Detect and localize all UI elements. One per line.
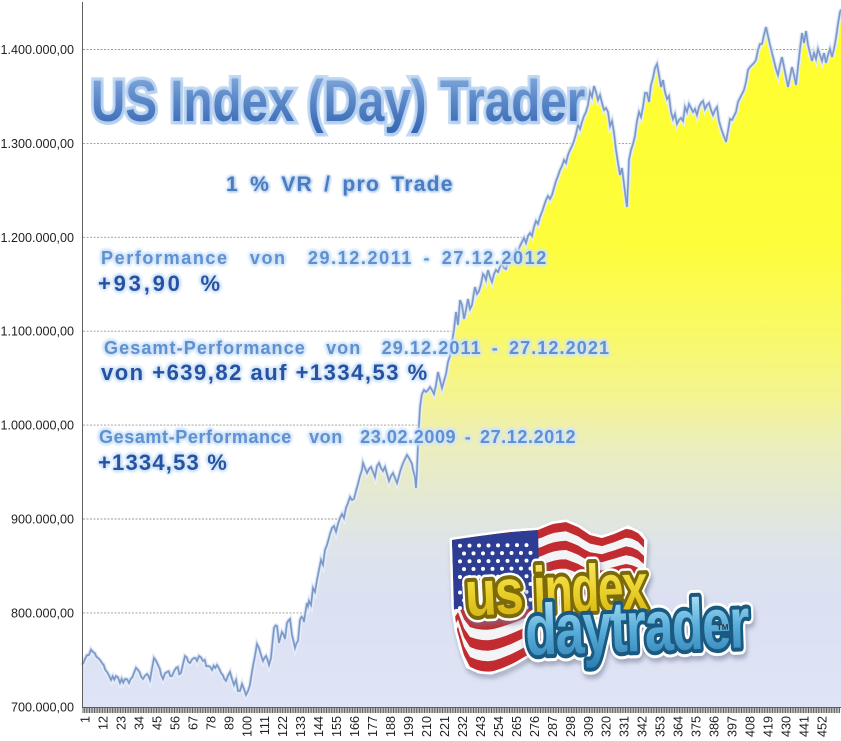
svg-text:287: 287 — [546, 716, 560, 737]
svg-text:78: 78 — [204, 716, 218, 730]
svg-text:155: 155 — [330, 716, 344, 737]
svg-text:353: 353 — [654, 716, 668, 737]
svg-text:166: 166 — [348, 716, 362, 737]
svg-text:243: 243 — [474, 716, 488, 737]
svg-text:430: 430 — [780, 716, 794, 737]
svg-text:us: us — [463, 555, 524, 630]
svg-text:254: 254 — [492, 716, 506, 737]
svg-text:133: 133 — [294, 716, 308, 737]
svg-text:122: 122 — [276, 716, 290, 737]
svg-text:111: 111 — [258, 716, 272, 735]
svg-text:1.400.000,00: 1.400.000,00 — [0, 43, 74, 57]
svg-text:daytrader: daytrader — [524, 583, 750, 671]
svg-text:144: 144 — [312, 716, 326, 737]
svg-text:1.200.000,00: 1.200.000,00 — [0, 231, 74, 245]
svg-text:100: 100 — [240, 716, 254, 737]
svg-text:298: 298 — [564, 716, 578, 737]
svg-text:daytrader: daytrader — [524, 583, 750, 671]
svg-text:us: us — [463, 555, 524, 630]
svg-text:199: 199 — [402, 716, 416, 737]
svg-text:342: 342 — [636, 716, 650, 737]
svg-text:TM: TM — [717, 623, 729, 632]
svg-text:1.300.000,00: 1.300.000,00 — [0, 137, 74, 151]
svg-text:56: 56 — [168, 716, 182, 730]
svg-text:1.100.000,00: 1.100.000,00 — [0, 325, 74, 339]
svg-text:1.000.000,00: 1.000.000,00 — [0, 419, 74, 433]
svg-text:276: 276 — [528, 716, 542, 737]
svg-text:210: 210 — [420, 716, 434, 737]
svg-text:221: 221 — [438, 716, 452, 737]
svg-text:177: 177 — [366, 716, 380, 737]
svg-text:265: 265 — [510, 716, 524, 737]
svg-text:452: 452 — [815, 716, 829, 737]
svg-text:89: 89 — [222, 716, 236, 730]
svg-text:309: 309 — [582, 716, 596, 737]
svg-text:331: 331 — [618, 716, 632, 737]
svg-text:1: 1 — [79, 716, 93, 723]
svg-text:364: 364 — [672, 716, 686, 737]
svg-text:index: index — [532, 549, 649, 627]
svg-text:12: 12 — [97, 716, 111, 730]
svg-text:188: 188 — [384, 716, 398, 737]
svg-text:700.000,00: 700.000,00 — [11, 701, 74, 715]
svg-text:45: 45 — [150, 716, 164, 730]
svg-text:800.000,00: 800.000,00 — [11, 606, 74, 620]
svg-text:67: 67 — [186, 716, 200, 730]
svg-text:419: 419 — [762, 716, 776, 737]
svg-text:375: 375 — [690, 716, 704, 737]
svg-text:900.000,00: 900.000,00 — [11, 513, 74, 527]
svg-text:34: 34 — [132, 716, 146, 730]
svg-text:232: 232 — [456, 716, 470, 737]
svg-text:386: 386 — [708, 716, 722, 737]
svg-text:23: 23 — [114, 716, 128, 730]
svg-text:441: 441 — [798, 716, 812, 737]
svg-text:index: index — [532, 549, 649, 627]
svg-text:320: 320 — [600, 716, 614, 737]
svg-text:408: 408 — [744, 716, 758, 737]
svg-text:397: 397 — [726, 716, 740, 737]
